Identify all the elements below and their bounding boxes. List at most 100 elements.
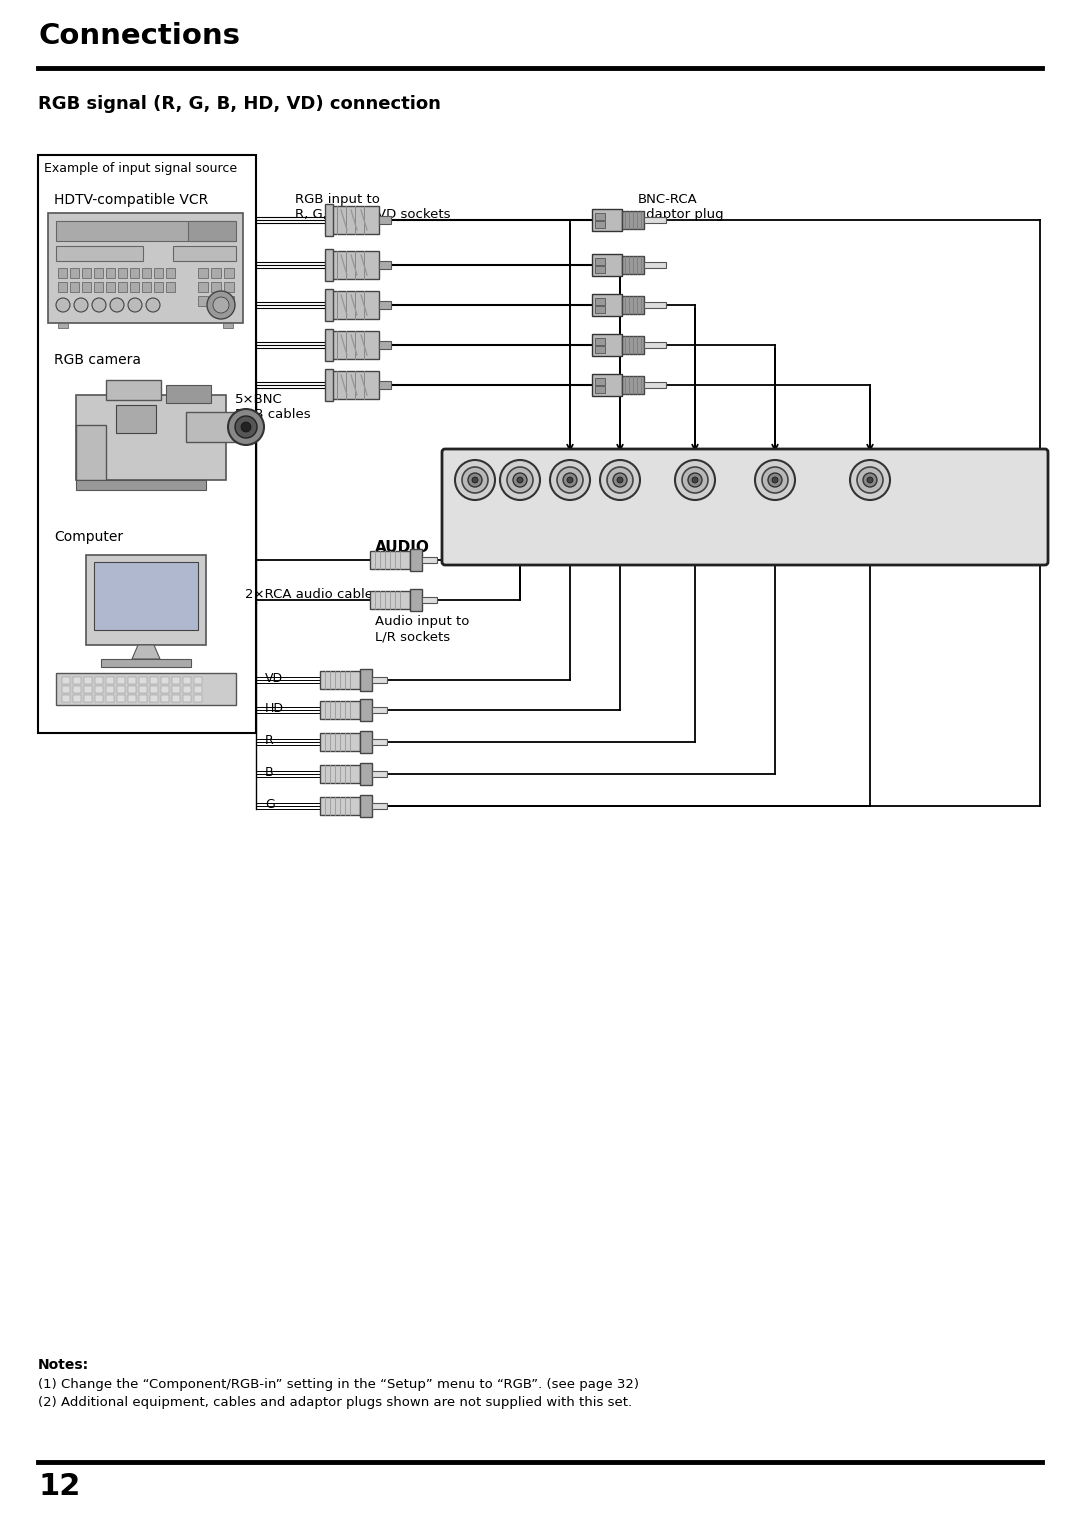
Bar	[595, 387, 605, 393]
Circle shape	[617, 477, 623, 483]
Bar	[370, 552, 410, 568]
Bar	[592, 254, 622, 277]
Bar	[320, 733, 360, 750]
Bar	[76, 425, 106, 480]
Bar	[173, 246, 237, 261]
Text: BNC-RCA
adaptor plug: BNC-RCA adaptor plug	[638, 193, 724, 222]
Text: 5×BNC
RGB cables: 5×BNC RGB cables	[235, 393, 311, 422]
Bar	[117, 695, 125, 701]
Bar	[422, 597, 437, 604]
Bar	[224, 267, 234, 278]
Bar	[592, 209, 622, 231]
Bar	[183, 677, 191, 685]
Bar	[379, 341, 391, 348]
Bar	[325, 205, 333, 235]
Bar	[94, 283, 103, 292]
Bar	[56, 222, 235, 241]
Bar	[592, 335, 622, 356]
Text: HD: HD	[265, 701, 284, 715]
Bar	[595, 222, 605, 228]
Circle shape	[462, 468, 488, 494]
Bar	[118, 283, 127, 292]
Bar	[595, 212, 605, 220]
Bar	[330, 206, 379, 234]
Bar	[592, 293, 622, 316]
Bar	[644, 303, 666, 309]
Bar	[73, 686, 81, 694]
Circle shape	[513, 474, 527, 487]
Bar	[325, 289, 333, 321]
Text: Y/G: Y/G	[862, 510, 878, 520]
Bar	[117, 677, 125, 685]
Circle shape	[110, 298, 124, 312]
Circle shape	[146, 298, 160, 312]
Bar	[320, 671, 360, 689]
Bar	[141, 267, 151, 278]
Bar	[379, 301, 391, 309]
Circle shape	[455, 460, 495, 500]
Bar	[320, 798, 360, 814]
Bar	[161, 695, 168, 701]
Bar	[325, 368, 333, 400]
Bar	[73, 677, 81, 685]
Bar	[95, 677, 103, 685]
Bar	[130, 283, 139, 292]
Bar	[330, 251, 379, 280]
Bar	[139, 695, 147, 701]
Bar	[58, 322, 68, 329]
Bar	[422, 558, 437, 562]
Bar	[150, 686, 158, 694]
Bar	[139, 677, 147, 685]
Bar	[84, 695, 92, 701]
Text: AUDIO: AUDIO	[375, 539, 430, 555]
Circle shape	[241, 422, 251, 432]
Circle shape	[550, 460, 590, 500]
Text: 12: 12	[38, 1471, 80, 1500]
Text: B: B	[265, 766, 273, 779]
Circle shape	[762, 468, 788, 494]
Circle shape	[468, 474, 482, 487]
Text: L: L	[517, 510, 522, 520]
Text: (1) Change the “Component/RGB-in” setting in the “Setup” menu to “RGB”. (see pag: (1) Change the “Component/RGB-in” settin…	[38, 1378, 639, 1390]
Bar	[129, 695, 136, 701]
Bar	[360, 669, 372, 691]
Bar	[622, 376, 644, 394]
Bar	[194, 686, 202, 694]
Text: PR/CR/R: PR/CR/R	[678, 510, 712, 520]
Bar	[129, 686, 136, 694]
Text: RGB camera: RGB camera	[54, 353, 141, 367]
Text: Example of input signal source: Example of input signal source	[44, 162, 238, 176]
Bar	[62, 695, 70, 701]
Bar	[62, 686, 70, 694]
Circle shape	[129, 298, 141, 312]
Text: R: R	[265, 733, 273, 747]
Bar	[76, 396, 226, 480]
Bar	[622, 257, 644, 274]
Circle shape	[675, 460, 715, 500]
Bar	[166, 283, 175, 292]
Bar	[76, 480, 206, 490]
Circle shape	[850, 460, 890, 500]
Bar	[379, 261, 391, 269]
Bar	[150, 695, 158, 701]
Circle shape	[56, 298, 70, 312]
Bar	[222, 322, 233, 329]
Circle shape	[517, 477, 523, 483]
Text: Audio input to
L/R sockets: Audio input to L/R sockets	[375, 614, 470, 643]
Bar	[56, 246, 143, 261]
FancyBboxPatch shape	[442, 449, 1048, 565]
Bar	[224, 296, 234, 306]
Circle shape	[563, 474, 577, 487]
Text: VD: VD	[265, 672, 283, 685]
Bar	[116, 405, 156, 432]
Circle shape	[500, 460, 540, 500]
Bar	[102, 659, 191, 668]
Bar	[372, 707, 387, 714]
Bar	[154, 267, 163, 278]
Text: Notes:: Notes:	[38, 1358, 90, 1372]
Bar	[198, 296, 208, 306]
Circle shape	[755, 460, 795, 500]
Bar	[172, 677, 180, 685]
Bar	[106, 380, 161, 400]
Bar	[224, 283, 234, 292]
